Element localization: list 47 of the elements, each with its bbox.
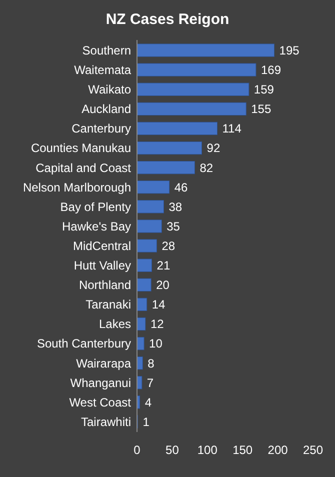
y-tick-label: Hutt Valley [74, 258, 131, 273]
data-label: 38 [168, 200, 182, 214]
data-label: 21 [156, 258, 170, 273]
data-label: 8 [148, 356, 155, 370]
data-label: 20 [156, 278, 170, 292]
y-tick-label: Nelson Marlborough [22, 180, 131, 194]
y-tick-label: Auckland [82, 102, 131, 116]
x-tick-label: 100 [197, 443, 218, 457]
chart-title: NZ Cases Reigon [106, 11, 230, 28]
y-tick-label: Tairawhiti [80, 414, 131, 429]
y-tick-label: South Canterbury [36, 336, 131, 351]
data-label: 1 [142, 414, 150, 429]
y-tick-label: Waitemata [74, 63, 132, 78]
x-tick-label: 50 [166, 443, 180, 457]
y-tick-label: Southern [82, 43, 131, 58]
data-label: 159 [254, 82, 274, 97]
y-tick-label: Taranaki [86, 298, 131, 312]
x-tick-label: 150 [232, 443, 253, 457]
y-tick-label: Waikato [88, 82, 132, 97]
data-label: 4 [144, 395, 152, 410]
data-label: 195 [279, 43, 300, 58]
y-tick-label: West Coast [69, 395, 132, 410]
y-tick-label: Bay of Plenty [60, 200, 131, 214]
y-tick-label: Lakes [98, 317, 131, 332]
y-tick-label: Wairarapa [76, 356, 132, 370]
data-label: 35 [166, 219, 180, 234]
x-tick-label: 200 [268, 443, 288, 457]
data-label: 12 [150, 317, 164, 332]
data-label: 28 [162, 238, 176, 253]
data-label: 10 [149, 336, 163, 351]
data-label: 7 [146, 376, 154, 390]
data-label: 155 [251, 102, 272, 116]
data-label: 92 [206, 141, 220, 156]
y-tick-label: Canterbury [72, 122, 131, 136]
x-tick-label: 250 [302, 443, 324, 457]
y-tick-label: Counties Manukau [30, 141, 131, 156]
y-tick-label: Whanganui [70, 376, 131, 390]
y-tick-label: MidCentral [72, 238, 131, 253]
data-label: 169 [260, 63, 282, 78]
data-label: 82 [200, 160, 214, 175]
y-tick-label: Capital and Coast [36, 160, 132, 175]
x-tick-label: 0 [134, 443, 141, 457]
data-label: 46 [174, 180, 188, 194]
data-label: 14 [152, 298, 166, 312]
y-tick-label: Northland [78, 278, 131, 292]
data-label: 114 [222, 122, 242, 136]
y-tick-label: Hawke's Bay [62, 219, 131, 234]
